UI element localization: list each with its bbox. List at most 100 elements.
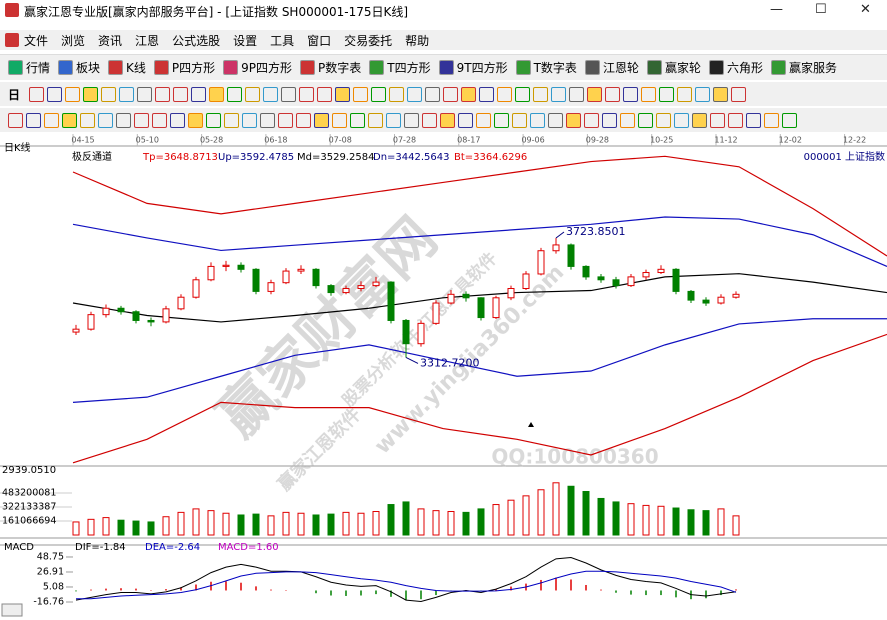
tool-icon[interactable]	[386, 112, 401, 128]
tool-icon[interactable]	[134, 112, 149, 128]
tool-icon[interactable]	[188, 112, 203, 128]
toolbar-button[interactable]: P四方形	[153, 59, 215, 76]
tool-icon[interactable]	[83, 86, 99, 102]
menu-item[interactable]: 浏览	[61, 33, 86, 48]
tool-icon[interactable]	[242, 112, 257, 128]
tool-icon[interactable]	[155, 86, 171, 102]
tool-icon[interactable]	[80, 112, 95, 128]
tool-icon[interactable]	[461, 86, 477, 102]
tool-icon[interactable]	[371, 86, 387, 102]
period-selector[interactable]: 日	[8, 87, 21, 102]
tool-icon[interactable]	[101, 86, 117, 102]
tool-icon[interactable]	[764, 112, 779, 128]
tool-icon[interactable]	[209, 86, 225, 102]
menu-item[interactable]: 窗口	[307, 33, 332, 48]
tool-icon[interactable]	[314, 112, 329, 128]
menu-item[interactable]: 工具	[270, 33, 295, 48]
toolbar-button[interactable]: 9T四方形	[438, 59, 508, 76]
tool-icon[interactable]	[299, 86, 315, 102]
tool-icon[interactable]	[533, 86, 549, 102]
tool-icon[interactable]	[407, 86, 423, 102]
tool-icon[interactable]	[119, 86, 135, 102]
tool-icon[interactable]	[245, 86, 261, 102]
tool-icon[interactable]	[137, 86, 153, 102]
tool-icon[interactable]	[782, 112, 797, 128]
tool-icon[interactable]	[224, 112, 239, 128]
toolbar-button[interactable]: 板块	[58, 59, 100, 76]
tool-icon[interactable]	[404, 112, 419, 128]
tool-icon[interactable]	[605, 86, 621, 102]
tool-icon[interactable]	[731, 86, 747, 102]
tool-icon[interactable]	[587, 86, 603, 102]
tool-icon[interactable]	[62, 112, 77, 128]
tool-icon[interactable]	[476, 112, 491, 128]
tool-icon[interactable]	[584, 112, 599, 128]
tool-icon[interactable]	[443, 86, 459, 102]
tool-icon[interactable]	[368, 112, 383, 128]
tool-icon[interactable]	[494, 112, 509, 128]
tool-icon[interactable]	[206, 112, 221, 128]
close-button[interactable]: ✕	[860, 2, 871, 17]
tool-icon[interactable]	[353, 86, 369, 102]
tool-icon[interactable]	[512, 112, 527, 128]
tool-icon[interactable]	[65, 86, 81, 102]
tool-icon[interactable]	[569, 86, 585, 102]
tool-icon[interactable]	[350, 112, 365, 128]
tool-icon[interactable]	[317, 86, 333, 102]
tool-icon[interactable]	[98, 112, 113, 128]
tool-icon[interactable]	[278, 112, 293, 128]
tool-icon[interactable]	[152, 112, 167, 128]
menu-item[interactable]: 设置	[233, 33, 258, 48]
tool-icon[interactable]	[692, 112, 707, 128]
toolbar-button[interactable]: 行情	[8, 59, 50, 76]
tool-icon[interactable]	[548, 112, 563, 128]
tool-icon[interactable]	[530, 112, 545, 128]
tool-icon[interactable]	[425, 86, 441, 102]
tool-icon[interactable]	[260, 112, 275, 128]
tool-icon[interactable]	[191, 86, 207, 102]
tool-icon[interactable]	[389, 86, 405, 102]
tool-icon[interactable]	[497, 86, 513, 102]
tool-icon[interactable]	[713, 86, 729, 102]
toolbar-button[interactable]: K线	[108, 59, 146, 76]
tool-icon[interactable]	[296, 112, 311, 128]
tool-icon[interactable]	[728, 112, 743, 128]
tool-icon[interactable]	[746, 112, 761, 128]
tool-icon[interactable]	[422, 112, 437, 128]
tool-icon[interactable]	[26, 112, 41, 128]
tool-icon[interactable]	[47, 86, 63, 102]
tool-icon[interactable]	[263, 86, 279, 102]
menu-item[interactable]: 资讯	[98, 33, 123, 48]
tool-icon[interactable]	[44, 112, 59, 128]
tool-icon[interactable]	[479, 86, 495, 102]
toolbar-button[interactable]: 江恩轮	[584, 59, 639, 76]
tool-icon[interactable]	[551, 86, 567, 102]
tool-icon[interactable]	[170, 112, 185, 128]
toolbar-button[interactable]: P数字表	[300, 59, 361, 76]
tool-icon[interactable]	[602, 112, 617, 128]
tool-icon[interactable]	[227, 86, 243, 102]
maximize-button[interactable]: ☐	[815, 2, 827, 17]
toolbar-button[interactable]: 赢家服务	[770, 59, 837, 76]
tool-icon[interactable]	[335, 86, 351, 102]
toolbar-button[interactable]: 六角形	[708, 59, 763, 76]
tool-icon[interactable]	[566, 112, 581, 128]
menu-item[interactable]: 江恩	[135, 33, 160, 48]
toolbar-button[interactable]: 赢家轮	[646, 59, 701, 76]
tool-icon[interactable]	[440, 112, 455, 128]
tool-icon[interactable]	[29, 86, 45, 102]
tool-icon[interactable]	[116, 112, 131, 128]
tool-icon[interactable]	[173, 86, 189, 102]
tool-icon[interactable]	[515, 86, 531, 102]
tool-icon[interactable]	[674, 112, 689, 128]
menu-item[interactable]: 交易委托	[344, 33, 393, 48]
tool-icon[interactable]	[656, 112, 671, 128]
menu-item[interactable]: 公式选股	[172, 33, 221, 48]
tool-icon[interactable]	[620, 112, 635, 128]
tool-icon[interactable]	[695, 86, 711, 102]
minimize-button[interactable]: —	[770, 2, 783, 17]
menu-item[interactable]: 文件	[24, 33, 49, 48]
tool-icon[interactable]	[677, 86, 693, 102]
tool-icon[interactable]	[659, 86, 675, 102]
tool-icon[interactable]	[623, 86, 639, 102]
